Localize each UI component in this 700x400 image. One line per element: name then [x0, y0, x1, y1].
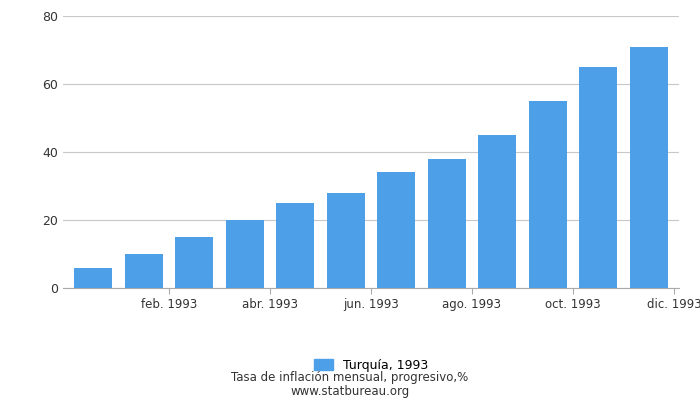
Bar: [125, 254, 162, 288]
Bar: [478, 135, 516, 288]
Bar: [276, 203, 314, 288]
Legend: Turquía, 1993: Turquía, 1993: [309, 354, 433, 377]
Text: www.statbureau.org: www.statbureau.org: [290, 386, 410, 398]
Bar: [175, 237, 214, 288]
Bar: [580, 67, 617, 288]
Bar: [74, 268, 112, 288]
Text: Tasa de inflación mensual, progresivo,%: Tasa de inflación mensual, progresivo,%: [232, 372, 468, 384]
Bar: [428, 159, 466, 288]
Bar: [630, 46, 668, 288]
Bar: [528, 101, 567, 288]
Bar: [327, 193, 365, 288]
Bar: [377, 172, 415, 288]
Bar: [226, 220, 264, 288]
